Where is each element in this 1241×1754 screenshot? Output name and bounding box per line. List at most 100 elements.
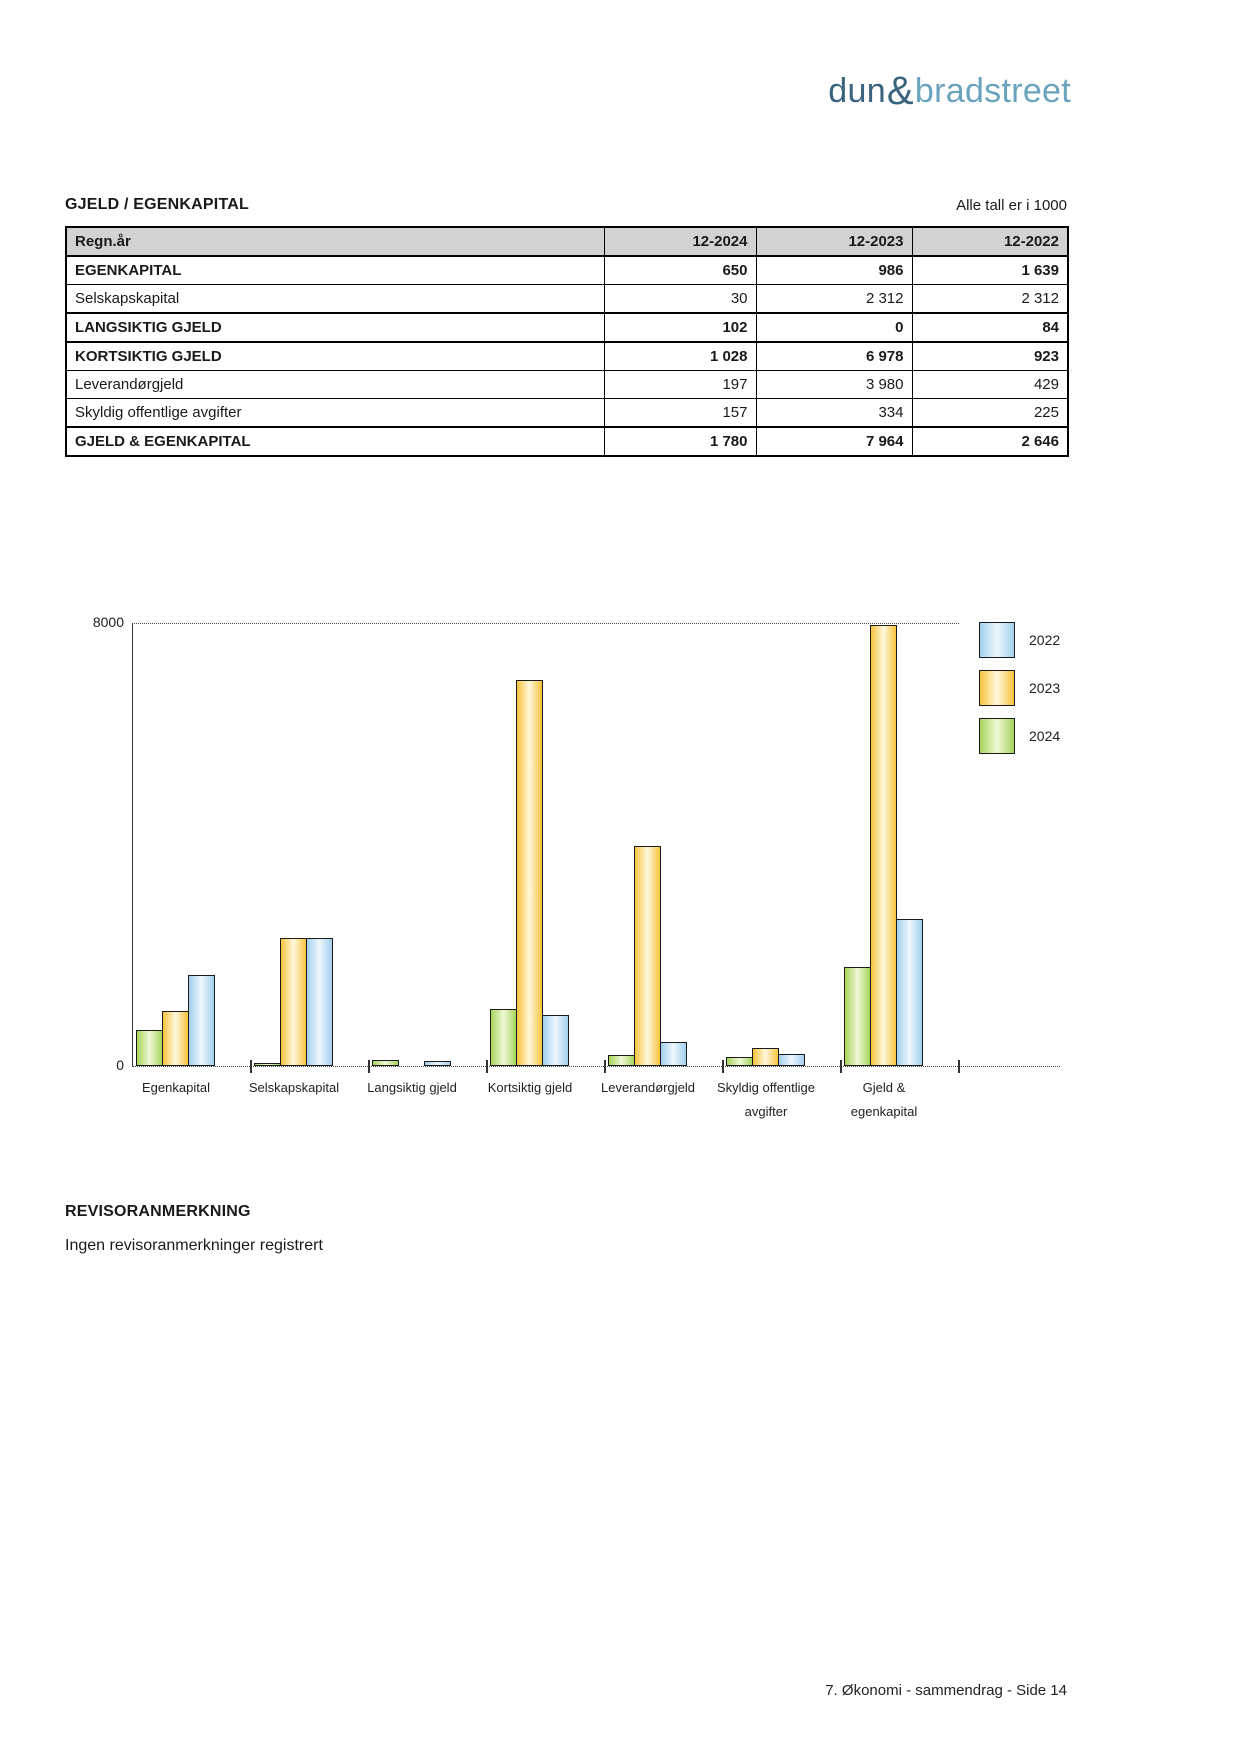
row-label: EGENKAPITAL	[65, 255, 605, 285]
x-axis-tick	[604, 1060, 606, 1073]
x-axis-category-label: Skyldig offentlige avgifter	[716, 1080, 816, 1119]
table-column-header: 12-2023	[755, 226, 913, 257]
x-axis-category-label: Leverandørgjeld	[601, 1080, 695, 1095]
row-value: 1 639	[911, 255, 1069, 285]
table-row: EGENKAPITAL 650 986 1 639	[65, 255, 1069, 285]
row-label: GJELD & EGENKAPITAL	[65, 426, 605, 457]
liabilities-equity-table: Regn.år 12-2024 12-2023 12-2022 EGENKAPITAL…	[65, 226, 1069, 457]
x-axis-tick	[368, 1060, 370, 1073]
section-header: GJELD / EGENKAPITAL Alle tall er i 1000	[65, 196, 1067, 214]
auditor-remark-title: REVISORANMERKNING	[65, 1203, 251, 1220]
row-label: Skyldig offentlige avgifter	[65, 398, 605, 428]
row-value: 1 780	[603, 426, 757, 457]
y-axis-tick-0: 0	[116, 1057, 124, 1073]
row-value: 7 964	[755, 426, 913, 457]
table-header-row: Regn.år 12-2024 12-2023 12-2022	[65, 226, 1069, 257]
bar-2023-gjeld-egenkapital	[870, 625, 897, 1066]
bar-2023-leverand-rgjeld	[634, 846, 661, 1066]
bar-2024-langsiktig-gjeld	[372, 1060, 399, 1066]
bar-2024-kortsiktig-gjeld	[490, 1009, 517, 1066]
table-column-header: 12-2024	[603, 226, 757, 257]
chart-baseline	[132, 1066, 1060, 1067]
chart-plot-area	[132, 623, 960, 1073]
row-value: 2 312	[755, 284, 913, 314]
legend-label: 2024	[1029, 728, 1061, 744]
section-title: GJELD / EGENKAPITAL	[65, 196, 249, 213]
y-axis-tick-8000: 8000	[92, 614, 124, 630]
legend-item-2023: 2023	[979, 670, 1060, 706]
row-value: 157	[603, 398, 757, 428]
units-note: Alle tall er i 1000	[956, 197, 1067, 214]
bar-2023-selskapskapital	[280, 938, 307, 1066]
row-value: 197	[603, 370, 757, 399]
legend-item-2022: 2022	[979, 622, 1060, 658]
x-axis-category-label: Selskapskapital	[248, 1080, 340, 1095]
chart-legend: 2022 2023 2024	[979, 622, 1060, 766]
legend-label: 2023	[1029, 680, 1061, 696]
x-axis-tick	[486, 1060, 488, 1073]
bar-2024-skyldig-offentlige-avgifter	[726, 1057, 753, 1066]
row-value: 30	[603, 284, 757, 314]
row-value: 3 980	[755, 370, 913, 399]
page-footer: 7. Økonomi - sammendrag - Side 14	[825, 1682, 1067, 1699]
row-value: 84	[911, 312, 1069, 343]
row-label: Selskapskapital	[65, 284, 605, 314]
legend-swatch-blue	[979, 622, 1015, 658]
chart-top-gridline	[132, 623, 959, 624]
row-value: 2 312	[911, 284, 1069, 314]
x-axis-category-label: Langsiktig gjeld	[367, 1080, 457, 1095]
bar-2022-langsiktig-gjeld	[424, 1061, 451, 1066]
logo-text-dun: dun	[828, 72, 886, 110]
row-value: 6 978	[755, 341, 913, 371]
logo-text-bradstreet: bradstreet	[914, 72, 1071, 110]
table-column-header: 12-2022	[911, 226, 1069, 257]
table-row: GJELD & EGENKAPITAL 1 780 7 964 2 646	[65, 426, 1069, 457]
bar-2022-skyldig-offentlige-avgifter	[778, 1054, 805, 1066]
bar-2022-egenkapital	[188, 975, 215, 1066]
logo-ampersand-icon: &	[886, 69, 914, 113]
row-label: LANGSIKTIG GJELD	[65, 312, 605, 343]
x-axis-category-label: Kortsiktig gjeld	[487, 1080, 573, 1095]
dun-and-bradstreet-logo: dun&bradstreet	[828, 69, 1071, 113]
table-row: KORTSIKTIG GJELD 1 028 6 978 923	[65, 341, 1069, 371]
auditor-remark-section: REVISORANMERKNING Ingen revisoranmerknin…	[65, 1203, 323, 1255]
row-value: 650	[603, 255, 757, 285]
legend-label: 2022	[1029, 632, 1061, 648]
auditor-remark-text: Ingen revisoranmerkninger registrert	[65, 1237, 323, 1254]
bar-2023-egenkapital	[162, 1011, 189, 1066]
row-value: 1 028	[603, 341, 757, 371]
x-axis-category-label: Gjeld & egenkapital	[850, 1080, 918, 1119]
x-axis-tick	[250, 1060, 252, 1073]
legend-swatch-green	[979, 718, 1015, 754]
legend-swatch-orange	[979, 670, 1015, 706]
bar-2023-kortsiktig-gjeld	[516, 680, 543, 1066]
bar-2024-egenkapital	[136, 1030, 163, 1066]
bar-2024-selskapskapital	[254, 1063, 281, 1066]
bar-2022-leverand-rgjeld	[660, 1042, 687, 1066]
row-value: 0	[755, 312, 913, 343]
table-column-header: Regn.år	[65, 226, 605, 257]
table-row: Selskapskapital 30 2 312 2 312	[65, 284, 1069, 314]
row-value: 334	[755, 398, 913, 428]
bar-2024-leverand-rgjeld	[608, 1055, 635, 1066]
row-value: 225	[911, 398, 1069, 428]
bar-2023-skyldig-offentlige-avgifter	[752, 1048, 779, 1066]
row-value: 923	[911, 341, 1069, 371]
table-row: Leverandørgjeld 197 3 980 429	[65, 370, 1069, 399]
x-axis-tick	[958, 1060, 960, 1073]
legend-item-2024: 2024	[979, 718, 1060, 754]
row-label: Leverandørgjeld	[65, 370, 605, 399]
row-value: 102	[603, 312, 757, 343]
x-axis-tick	[722, 1060, 724, 1073]
row-value: 429	[911, 370, 1069, 399]
chart-y-axis	[132, 623, 133, 1066]
x-axis-tick	[840, 1060, 842, 1073]
x-axis-category-label: Egenkapital	[142, 1080, 210, 1095]
bar-2022-gjeld-egenkapital	[896, 919, 923, 1066]
bar-2024-gjeld-egenkapital	[844, 967, 871, 1066]
table-row: Skyldig offentlige avgifter 157 334 225	[65, 398, 1069, 428]
table-row: LANGSIKTIG GJELD 102 0 84	[65, 312, 1069, 343]
bar-2022-selskapskapital	[306, 938, 333, 1066]
bar-2022-kortsiktig-gjeld	[542, 1015, 569, 1066]
